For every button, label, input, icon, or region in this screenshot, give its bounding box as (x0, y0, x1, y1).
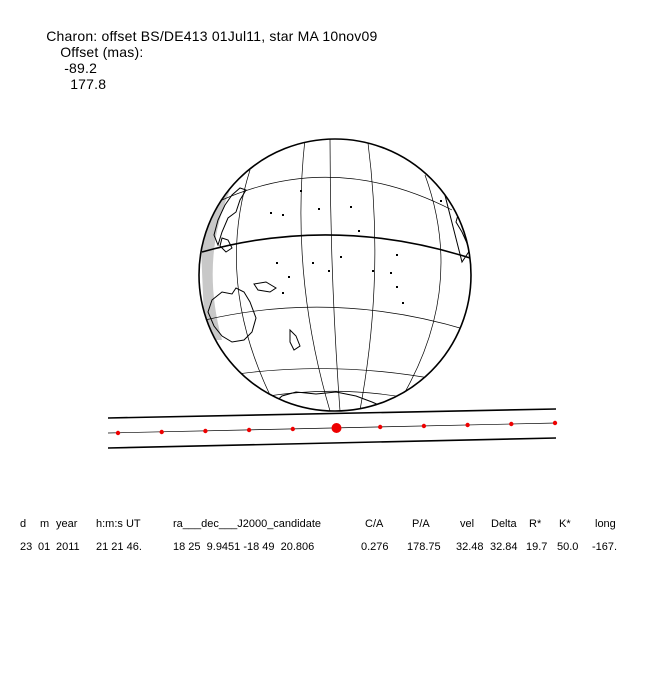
value-radec: 18 25 9.9451 -18 49 20.806 (173, 541, 315, 553)
col-header-time: h:m:s UT (96, 518, 141, 530)
col-header-year: year (56, 518, 78, 530)
title-label: Charon: offset BS/DE413 01Jul11, star MA… (46, 28, 378, 44)
offset-ra-value: -89.2 (64, 60, 98, 76)
track-dot (552, 420, 558, 426)
track-dot (115, 430, 121, 436)
col-header-long: long (595, 518, 616, 530)
table-value-row: 23 01 2011 21 21 46. 18 25 9.9451 -18 49… (0, 541, 617, 697)
col-header-pa: P/A (412, 518, 430, 530)
track-dot (159, 429, 164, 435)
value-time: 21 21 46. (96, 541, 142, 553)
track-dot (290, 426, 295, 432)
track-dot (246, 427, 252, 433)
occultation-globe-map (107, 138, 558, 449)
map-title: Charon: offset BS/DE413 01Jul11, star MA… (38, 12, 377, 92)
value-delta: 32.84 (490, 541, 518, 553)
pacific-islands (270, 190, 442, 304)
value-long: -167. (592, 541, 618, 553)
closest-approach-dot (331, 423, 342, 433)
value-vel: 32.48 (456, 541, 484, 553)
value-kstar: 50.0 (557, 541, 579, 553)
table-header-row: d m year h:m:s UT ra___dec___J2000_candi… (0, 518, 616, 674)
value-month: 01 (38, 541, 51, 553)
value-pa: 178.75 (407, 541, 441, 553)
col-header-delta: Delta (491, 518, 517, 530)
value-year: 2011 (56, 541, 80, 553)
track-dots (115, 420, 558, 436)
col-header-month: m (40, 518, 50, 530)
value-ca: 0.276 (361, 541, 389, 553)
col-header-kstar: K* (559, 518, 571, 530)
track-dot (203, 428, 208, 434)
value-rstar: 19.7 (526, 541, 548, 553)
col-header-day: d (20, 518, 27, 530)
globe-outline (198, 138, 472, 412)
shadow-south-limit (107, 437, 557, 449)
parallels (204, 176, 468, 399)
track-dot (378, 424, 383, 430)
col-header-rstar: R* (529, 518, 542, 530)
shadow-north-limit (107, 408, 557, 419)
col-header-ca: C/A (365, 518, 384, 530)
col-header-radec: ra___dec___J2000_candidate (173, 518, 322, 530)
track-dot (465, 422, 470, 428)
col-header-vel: vel (460, 518, 475, 530)
track-dot (421, 423, 427, 429)
offset-dec-value: 177.8 (70, 76, 107, 92)
value-day: 23 (20, 541, 33, 553)
offset-label: Offset (mas): (60, 44, 144, 60)
meridians (236, 139, 442, 411)
equator-line (201, 234, 471, 259)
track-dot (509, 421, 514, 427)
